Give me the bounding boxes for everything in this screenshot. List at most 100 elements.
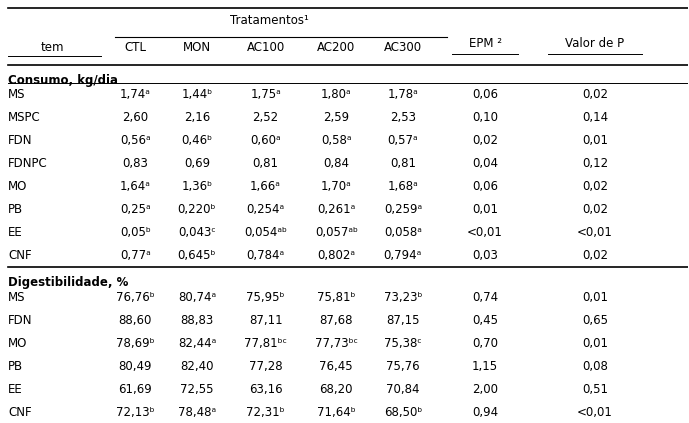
- Text: 1,36ᵇ: 1,36ᵇ: [181, 180, 212, 193]
- Text: Valor de P: Valor de P: [566, 37, 624, 50]
- Text: 0,83: 0,83: [122, 157, 148, 170]
- Text: 0,58ᵃ: 0,58ᵃ: [321, 134, 351, 147]
- Text: 1,44ᵇ: 1,44ᵇ: [181, 88, 213, 101]
- Text: 1,66ᵃ: 1,66ᵃ: [250, 180, 281, 193]
- Text: 72,55: 72,55: [181, 383, 214, 396]
- Text: 1,70ᵃ: 1,70ᵃ: [321, 180, 351, 193]
- Text: 0,784ᵃ: 0,784ᵃ: [247, 250, 285, 262]
- Text: 0,10: 0,10: [472, 111, 498, 124]
- Text: 72,13ᵇ: 72,13ᵇ: [116, 406, 154, 419]
- Text: CNF: CNF: [8, 406, 32, 419]
- Text: 87,15: 87,15: [386, 313, 420, 327]
- Text: 0,01: 0,01: [582, 337, 608, 350]
- Text: 2,53: 2,53: [390, 111, 416, 124]
- Text: 76,76ᵇ: 76,76ᵇ: [116, 291, 154, 304]
- Text: 88,60: 88,60: [119, 313, 152, 327]
- Text: CTL: CTL: [124, 41, 146, 54]
- Text: 0,46ᵇ: 0,46ᵇ: [181, 134, 212, 147]
- Text: 68,20: 68,20: [320, 383, 353, 396]
- Text: 0,043ᶜ: 0,043ᶜ: [178, 226, 216, 239]
- Text: 0,06: 0,06: [472, 180, 498, 193]
- Text: 0,57ᵃ: 0,57ᵃ: [387, 134, 418, 147]
- Text: 0,802ᵃ: 0,802ᵃ: [317, 250, 356, 262]
- Text: AC200: AC200: [317, 41, 356, 54]
- Text: 1,15: 1,15: [472, 360, 498, 373]
- Text: 71,64ᵇ: 71,64ᵇ: [317, 406, 356, 419]
- Text: 0,65: 0,65: [582, 313, 608, 327]
- Text: 0,645ᵇ: 0,645ᵇ: [178, 250, 216, 262]
- Text: 0,94: 0,94: [472, 406, 498, 419]
- Text: 75,95ᵇ: 75,95ᵇ: [247, 291, 285, 304]
- Text: 80,49: 80,49: [119, 360, 152, 373]
- Text: 76,45: 76,45: [320, 360, 353, 373]
- Text: EE: EE: [8, 383, 23, 396]
- Text: 68,50ᵇ: 68,50ᵇ: [384, 406, 422, 419]
- Text: 0,69: 0,69: [184, 157, 210, 170]
- Text: MO: MO: [8, 337, 28, 350]
- Text: 0,51: 0,51: [582, 383, 608, 396]
- Text: PB: PB: [8, 203, 23, 216]
- Text: 63,16: 63,16: [249, 383, 282, 396]
- Text: 0,057ᵃᵇ: 0,057ᵃᵇ: [315, 226, 358, 239]
- Text: 0,08: 0,08: [582, 360, 608, 373]
- Text: CNF: CNF: [8, 250, 32, 262]
- Text: EE: EE: [8, 226, 23, 239]
- Text: MSPC: MSPC: [8, 111, 41, 124]
- Text: 1,80ᵃ: 1,80ᵃ: [321, 88, 351, 101]
- Text: 73,23ᵇ: 73,23ᵇ: [384, 291, 422, 304]
- Text: 77,28: 77,28: [249, 360, 282, 373]
- Text: <0,01: <0,01: [467, 226, 503, 239]
- Text: 0,794ᵃ: 0,794ᵃ: [384, 250, 422, 262]
- Text: 0,45: 0,45: [472, 313, 498, 327]
- Text: PB: PB: [8, 360, 23, 373]
- Text: <0,01: <0,01: [577, 226, 613, 239]
- Text: 0,02: 0,02: [582, 203, 608, 216]
- Text: FDN: FDN: [8, 313, 33, 327]
- Text: 75,38ᶜ: 75,38ᶜ: [384, 337, 422, 350]
- Text: 0,02: 0,02: [582, 88, 608, 101]
- Text: 80,74ᵃ: 80,74ᵃ: [178, 291, 216, 304]
- Text: 75,81ᵇ: 75,81ᵇ: [317, 291, 356, 304]
- Text: 2,52: 2,52: [253, 111, 278, 124]
- Text: EPM ²: EPM ²: [469, 37, 502, 50]
- Text: 0,01: 0,01: [472, 203, 498, 216]
- Text: 78,69ᵇ: 78,69ᵇ: [116, 337, 154, 350]
- Text: 0,81: 0,81: [253, 157, 278, 170]
- Text: MON: MON: [183, 41, 211, 54]
- Text: 77,73ᵇᶜ: 77,73ᵇᶜ: [315, 337, 358, 350]
- Text: 0,259ᵃ: 0,259ᵃ: [384, 203, 422, 216]
- Text: 0,04: 0,04: [472, 157, 498, 170]
- Text: tem: tem: [41, 41, 65, 54]
- Text: FDNPC: FDNPC: [8, 157, 48, 170]
- Text: 0,70: 0,70: [472, 337, 498, 350]
- Text: AC300: AC300: [384, 41, 422, 54]
- Text: MS: MS: [8, 291, 25, 304]
- Text: 0,03: 0,03: [472, 250, 498, 262]
- Text: 72,31ᵇ: 72,31ᵇ: [246, 406, 285, 419]
- Text: 1,74ᵃ: 1,74ᵃ: [120, 88, 151, 101]
- Text: Tratamentos¹: Tratamentos¹: [229, 14, 309, 27]
- Text: 0,84: 0,84: [323, 157, 349, 170]
- Text: 1,75ᵃ: 1,75ᵃ: [250, 88, 281, 101]
- Text: 0,77ᵃ: 0,77ᵃ: [120, 250, 151, 262]
- Text: 82,40: 82,40: [181, 360, 214, 373]
- Text: 82,44ᵃ: 82,44ᵃ: [178, 337, 216, 350]
- Text: 0,06: 0,06: [472, 88, 498, 101]
- Text: FDN: FDN: [8, 134, 33, 147]
- Text: 0,60ᵃ: 0,60ᵃ: [250, 134, 281, 147]
- Text: 0,02: 0,02: [582, 250, 608, 262]
- Text: 2,00: 2,00: [472, 383, 498, 396]
- Text: MS: MS: [8, 88, 25, 101]
- Text: 0,054ᵃᵇ: 0,054ᵃᵇ: [244, 226, 287, 239]
- Text: 0,02: 0,02: [472, 134, 498, 147]
- Text: 0,05ᵇ: 0,05ᵇ: [120, 226, 151, 239]
- Text: 0,25ᵃ: 0,25ᵃ: [120, 203, 150, 216]
- Text: 1,64ᵃ: 1,64ᵃ: [120, 180, 151, 193]
- Text: <0,01: <0,01: [577, 406, 613, 419]
- Text: 87,11: 87,11: [249, 313, 282, 327]
- Text: 0,261ᵃ: 0,261ᵃ: [317, 203, 356, 216]
- Text: AC100: AC100: [247, 41, 285, 54]
- Text: MO: MO: [8, 180, 28, 193]
- Text: 88,83: 88,83: [181, 313, 214, 327]
- Text: 0,02: 0,02: [582, 180, 608, 193]
